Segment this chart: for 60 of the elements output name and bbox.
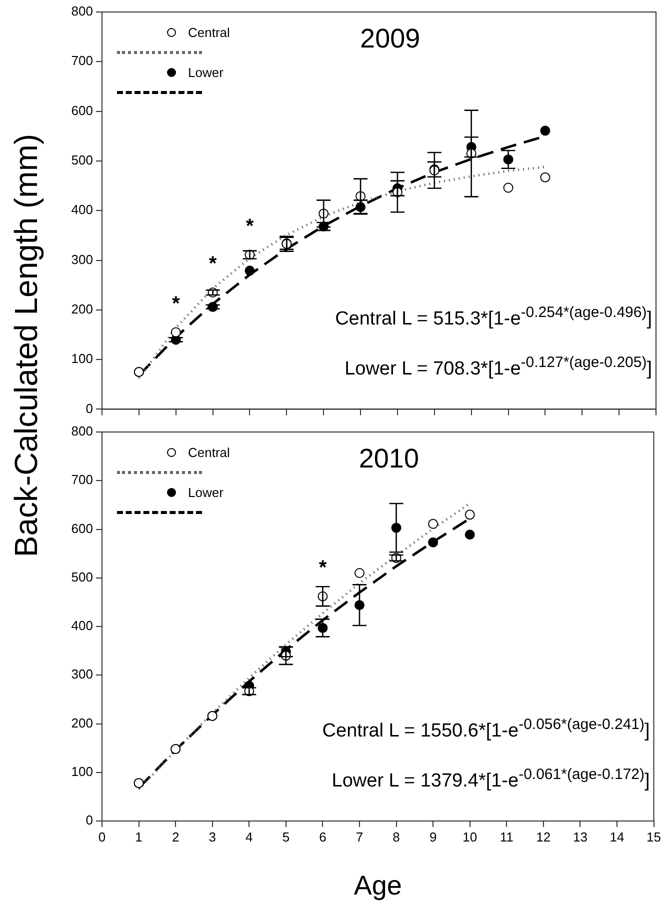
point (464, 510, 475, 520)
x-axis-title: Age (354, 870, 402, 900)
x-tick-label: 8 (392, 829, 400, 844)
point (428, 518, 438, 529)
y-tick-label: 600 (71, 102, 93, 118)
point (540, 126, 550, 136)
x-tick-label: 9 (429, 829, 437, 844)
x-tick-label: 4 (246, 829, 253, 844)
y-tick-label: 500 (71, 152, 93, 168)
y-tick-label: 500 (71, 569, 93, 584)
point (540, 172, 550, 182)
y-tick-label: 400 (71, 202, 93, 218)
x-tick-label: 14 (610, 829, 624, 844)
x-tick-label: 1 (135, 829, 142, 844)
annotation: Lower L = 708.3*[1-e$^{-0.127*(age-0.205)}$] (344, 354, 652, 381)
x-tick-label: 13 (572, 829, 588, 844)
x-tick-label: 11 (500, 829, 514, 844)
y-tick-label: 0 (86, 400, 93, 416)
legend-label: Central (188, 24, 230, 40)
point (354, 568, 364, 578)
chart-title: 2009 (360, 23, 420, 54)
legend-label: Lower (188, 484, 224, 500)
y-tick-label: 300 (71, 252, 93, 267)
y-tick-label: 100 (71, 351, 93, 366)
y-axis-title: Back-Calculated Length (mm) (8, 133, 45, 557)
y-tick-label: 100 (71, 764, 93, 779)
x-tick-label: 2 (172, 829, 180, 844)
point (503, 182, 514, 193)
point (464, 530, 475, 540)
point (428, 537, 438, 548)
annotation: Lower L = 1379.4*[1-e$^{-0.061*(age-0.172)}$] (332, 766, 650, 792)
x-tick-label: 0 (98, 829, 106, 844)
y-tick-label: 600 (71, 520, 93, 536)
annotation: * (208, 253, 217, 276)
x-tick-label: 10 (462, 829, 478, 844)
x-tick-label: 5 (282, 829, 290, 844)
annotation: Central L = 515.3*[1-e$^{-0.254*(age-0.496)}$] (335, 304, 652, 331)
annotation: Central L = 1550.6*[1-e$^{-0.056*(age-0.241)}$] (322, 716, 650, 742)
y-tick-label: 200 (71, 715, 93, 730)
annotation: * (318, 556, 327, 579)
point (170, 327, 181, 338)
y-tick-label: 0 (86, 812, 93, 828)
x-tick-label: 3 (208, 829, 216, 844)
chart-title: 2010 (358, 443, 419, 474)
y-tick-label: 300 (71, 666, 93, 682)
annotation: * (246, 215, 254, 238)
y-tick-label: 700 (71, 472, 93, 488)
x-tick-label: 6 (319, 829, 326, 844)
y-tick-label: 700 (71, 53, 93, 68)
legend-label: Central (188, 444, 230, 460)
y-tick-label: 200 (71, 301, 93, 316)
legend-label: Lower (188, 64, 224, 80)
x-tick-label: 12 (536, 829, 551, 844)
y-tick-label: 800 (71, 424, 93, 439)
y-tick-label: 800 (71, 4, 93, 19)
x-tick-label: 15 (646, 829, 662, 844)
x-tick-label: 7 (356, 829, 364, 844)
point (244, 266, 255, 276)
annotation: * (172, 292, 180, 315)
y-tick-label: 400 (71, 618, 93, 634)
